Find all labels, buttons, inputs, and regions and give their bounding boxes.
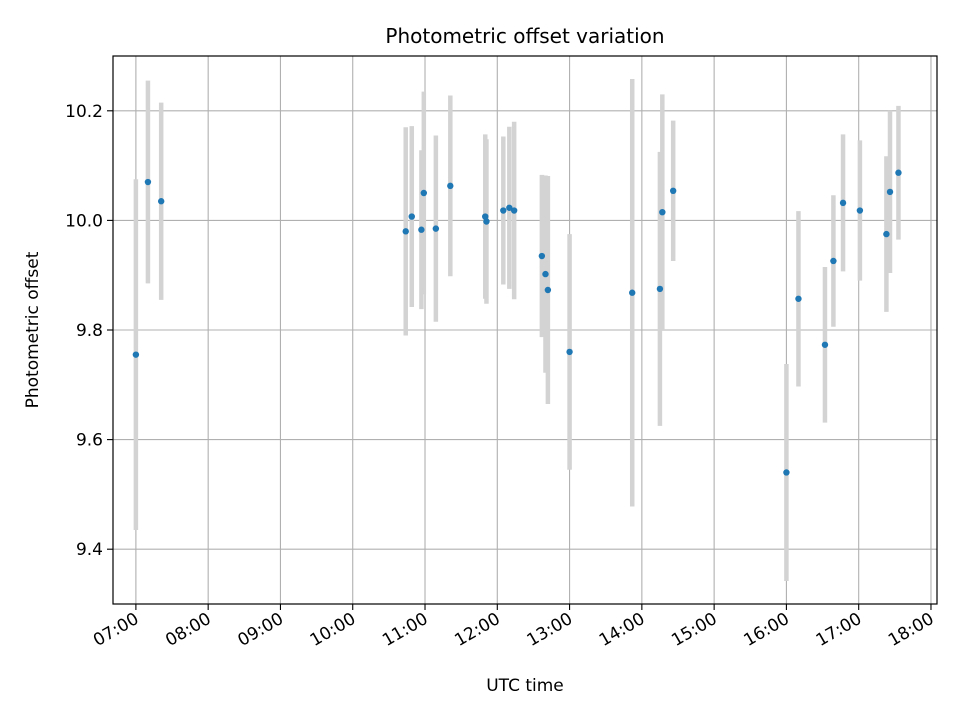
x-axis-label: UTC time (486, 676, 564, 696)
data-point (895, 169, 902, 176)
y-tick-label: 10.2 (65, 102, 103, 122)
data-point (483, 218, 490, 225)
y-tick-label: 9.4 (76, 540, 103, 560)
data-point (566, 348, 573, 356)
data-point (830, 257, 837, 265)
data-point (669, 187, 677, 195)
y-tick-label: 9.8 (76, 321, 103, 341)
data-point (432, 225, 440, 232)
y-tick-label: 9.6 (76, 431, 103, 451)
data-point (783, 469, 790, 476)
data-point (886, 188, 894, 196)
data-point (795, 295, 802, 302)
data-point (538, 252, 546, 260)
data-point (420, 189, 428, 197)
data-point (510, 207, 518, 214)
data-point (482, 213, 489, 220)
data-point (144, 178, 152, 186)
data-point (447, 182, 454, 190)
data-point (544, 286, 552, 294)
y-axis-label: Photometric offset (23, 251, 43, 408)
data-point (132, 351, 140, 358)
data-point (656, 285, 664, 293)
y-axis-ticks: 9.4 9.6 9.8 10.0 10.2 (65, 102, 113, 560)
data-points (132, 169, 902, 476)
data-point (506, 204, 513, 211)
data-point (402, 228, 409, 235)
data-point (659, 208, 666, 216)
data-point (821, 341, 829, 348)
data-point (500, 207, 507, 214)
data-point (839, 199, 847, 207)
y-tick-label: 10.0 (65, 211, 103, 231)
chart-title: Photometric offset variation (385, 24, 664, 48)
data-point (629, 289, 636, 296)
data-point (418, 226, 425, 233)
data-point (856, 207, 864, 214)
data-point (542, 270, 549, 278)
data-point (883, 230, 890, 238)
data-point (408, 213, 415, 220)
data-point (157, 198, 165, 205)
